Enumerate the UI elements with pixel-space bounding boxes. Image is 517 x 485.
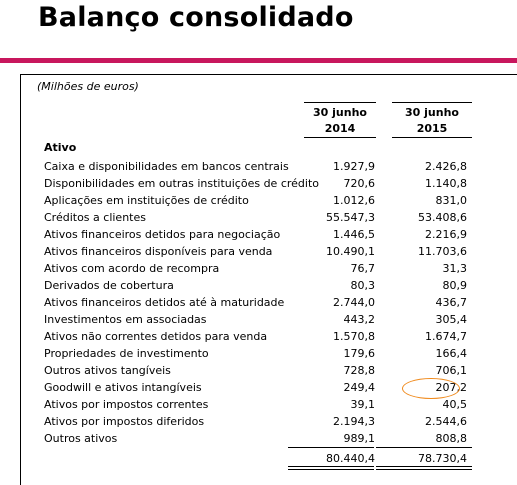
row-value-2015: 1.674,7 xyxy=(425,330,467,343)
row-label: Goodwill e ativos intangíveis xyxy=(44,381,202,394)
total-2015-rule-3 xyxy=(376,469,472,470)
col-2015-bottom-rule xyxy=(392,137,472,138)
table-row: Ativos com acordo de recompra 76,7 31,3 xyxy=(0,260,517,277)
row-label: Aplicações em instituições de crédito xyxy=(44,194,249,207)
table-row: Outros ativos 989,1 808,8 xyxy=(0,430,517,447)
total-2014: 80.440,4 xyxy=(326,452,375,465)
row-value-2014: 80,3 xyxy=(350,279,376,292)
col-2014-header-line2: 2014 xyxy=(324,122,356,135)
row-value-2015: 808,8 xyxy=(435,432,468,445)
row-label: Outros ativos tangíveis xyxy=(44,364,171,377)
row-value-2015: 11.703,6 xyxy=(418,245,467,258)
col-2014-header-line1: 30 junho xyxy=(313,106,367,119)
table-row: Aplicações em instituições de crédito 1.0… xyxy=(0,192,517,209)
row-value-2014: 10.490,1 xyxy=(326,245,375,258)
row-value-2014: 1.570,8 xyxy=(333,330,375,343)
row-value-2014: 39,1 xyxy=(350,398,376,411)
row-value-2014: 1.927,9 xyxy=(333,160,375,173)
row-label: Ativos por impostos diferidos xyxy=(44,415,205,428)
row-label: Créditos a clientes xyxy=(44,211,146,224)
row-value-2014: 728,8 xyxy=(343,364,376,377)
row-value-2014: 443,2 xyxy=(343,313,376,326)
row-label: Ativos com acordo de recompra xyxy=(44,262,220,275)
row-value-2015: 2.426,8 xyxy=(425,160,467,173)
table-row: Ativos financeiros disponíveis para vend… xyxy=(0,243,517,260)
row-value-2015: 706,1 xyxy=(435,364,468,377)
row-label: Disponibilidades em outras instituições … xyxy=(44,177,319,190)
table-row: Disponibilidades em outras instituições … xyxy=(0,175,517,192)
col-2014-top-rule xyxy=(304,102,376,103)
table-frame xyxy=(20,74,517,485)
table-row: Ativos por impostos diferidos 2.194,3 2.54… xyxy=(0,413,517,430)
row-value-2015: 31,3 xyxy=(442,262,468,275)
row-label: Ativos por impostos correntes xyxy=(44,398,209,411)
section-heading-ativo: Ativo xyxy=(44,141,77,154)
total-2014-rule-1 xyxy=(288,447,374,448)
row-value-2015: 305,4 xyxy=(435,313,468,326)
row-label: Outros ativos xyxy=(44,432,118,445)
row-value-2015: 1.140,8 xyxy=(425,177,467,190)
row-label: Ativos financeiros detidos para negociaç… xyxy=(44,228,281,241)
table-row: Créditos a clientes 55.547,3 53.408,6 xyxy=(0,209,517,226)
table-row: Outros ativos tangíveis 728,8 706,1 xyxy=(0,362,517,379)
col-2015-header-line1: 30 junho xyxy=(405,106,459,119)
row-label: Investimentos em associadas xyxy=(44,313,207,326)
row-value-2015: 166,4 xyxy=(435,347,468,360)
row-label: Caixa e disponibilidades em bancos centr… xyxy=(44,160,289,173)
page-title: Balanço consolidado xyxy=(38,2,354,33)
row-value-2014: 2.194,3 xyxy=(333,415,375,428)
total-2014-rule-2 xyxy=(288,466,374,467)
col-2015-top-rule xyxy=(392,102,472,103)
row-value-2015: 436,7 xyxy=(435,296,468,309)
units-label: (Milhões de euros) xyxy=(37,80,139,93)
row-label: Ativos não correntes detidos para venda xyxy=(44,330,268,343)
table-row: Ativos não correntes detidos para venda 1… xyxy=(0,328,517,345)
row-value-2014: 720,6 xyxy=(343,177,376,190)
title-rule xyxy=(0,58,517,63)
row-value-2014: 76,7 xyxy=(350,262,376,275)
row-label: Ativos financeiros detidos até à maturid… xyxy=(44,296,285,309)
row-value-2015: 40,5 xyxy=(442,398,468,411)
row-value-2014: 55.547,3 xyxy=(326,211,375,224)
total-2015-rule-2 xyxy=(376,466,472,467)
row-label: Propriedades de investimento xyxy=(44,347,209,360)
row-label: Derivados de cobertura xyxy=(44,279,174,292)
table-row: Derivados de cobertura 80,3 80,9 xyxy=(0,277,517,294)
row-value-2014: 989,1 xyxy=(343,432,376,445)
table-row: Caixa e disponibilidades em bancos centr… xyxy=(0,158,517,175)
table-row: Investimentos em associadas 443,2 305,4 xyxy=(0,311,517,328)
row-value-2015: 53.408,6 xyxy=(418,211,467,224)
highlight-ellipse xyxy=(402,378,460,399)
table-row: Ativos financeiros detidos até à maturid… xyxy=(0,294,517,311)
total-2014-rule-3 xyxy=(288,469,374,470)
row-value-2014: 1.012,6 xyxy=(333,194,375,207)
row-value-2015: 2.544,6 xyxy=(425,415,467,428)
row-value-2015: 2.216,9 xyxy=(425,228,467,241)
row-label: Ativos financeiros disponíveis para vend… xyxy=(44,245,273,258)
table-row: Propriedades de investimento 179,6 166,4 xyxy=(0,345,517,362)
row-value-2014: 179,6 xyxy=(343,347,376,360)
row-value-2015: 80,9 xyxy=(442,279,468,292)
table-row: Ativos por impostos correntes 39,1 40,5 xyxy=(0,396,517,413)
row-value-2014: 249,4 xyxy=(343,381,376,394)
col-2015-header-line2: 2015 xyxy=(416,122,448,135)
table-row: Ativos financeiros detidos para negociaç… xyxy=(0,226,517,243)
total-2015-rule-1 xyxy=(376,447,472,448)
row-value-2015: 831,0 xyxy=(435,194,468,207)
row-value-2014: 1.446,5 xyxy=(333,228,375,241)
row-value-2014: 2.744,0 xyxy=(333,296,375,309)
col-2014-bottom-rule xyxy=(304,137,376,138)
total-2015: 78.730,4 xyxy=(418,452,467,465)
